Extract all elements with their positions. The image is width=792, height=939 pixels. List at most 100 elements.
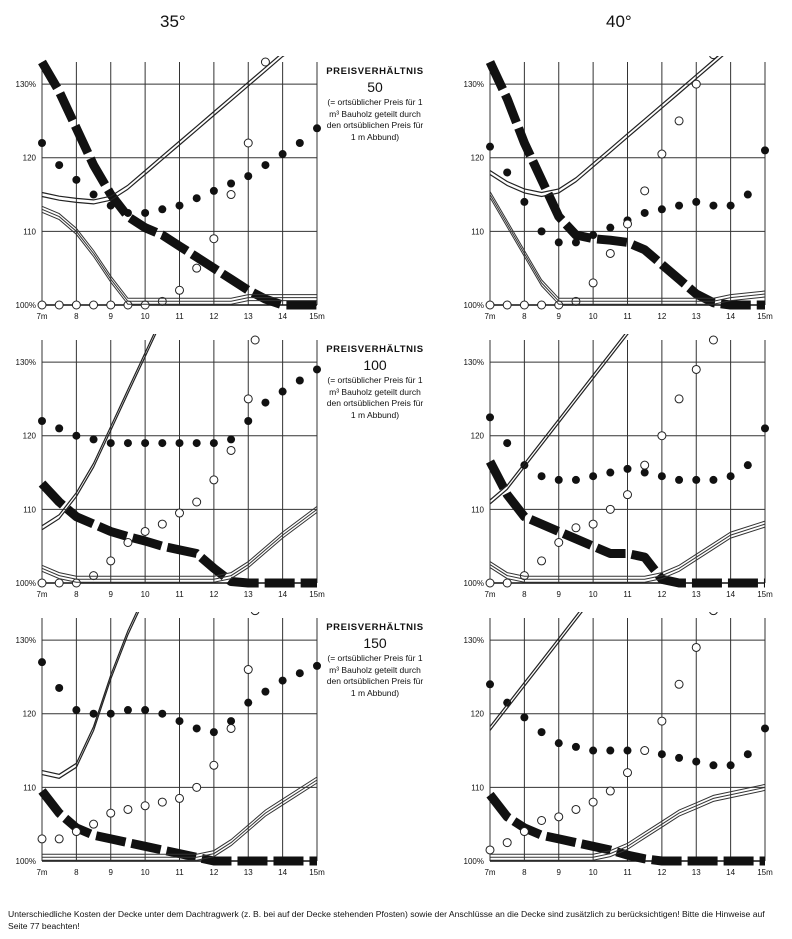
series-line-thick-dashed	[486, 791, 765, 866]
x-tick-label: 11	[175, 312, 184, 321]
price-ratio-description: (= ortsüblicher Preis für 1 m³ Bauholz g…	[326, 653, 424, 698]
footnote-caption: Unterschiedliche Kosten der Decke unter …	[8, 909, 765, 931]
x-tick-label: 9	[109, 312, 114, 321]
data-point-filled	[761, 146, 769, 155]
series-line-triple-0	[41, 505, 318, 577]
series-line-triple-1	[41, 508, 318, 580]
data-point-open	[123, 804, 133, 814]
series-layer	[485, 334, 769, 588]
data-point-open	[537, 816, 547, 825]
data-point-open	[209, 760, 219, 770]
x-tick-label: 7m	[484, 590, 495, 599]
series-line-thick-dashed	[485, 60, 765, 310]
price-ratio-title: PREISVERHÄLTNIS	[326, 344, 424, 355]
data-point-filled	[554, 739, 563, 748]
series-line-triple-0	[489, 191, 766, 299]
data-point-filled	[261, 398, 270, 407]
x-tick-label: 12	[657, 312, 666, 321]
y-tick-label: 120	[23, 154, 37, 163]
x-tick-label: 15m	[757, 590, 773, 599]
y-tick-label: 100%	[464, 301, 484, 310]
y-tick-label: 110	[471, 505, 484, 514]
series-line-double-b	[489, 334, 629, 505]
series-line-double-b	[41, 612, 140, 779]
x-tick-label: 10	[141, 868, 150, 877]
data-point-filled	[743, 750, 752, 759]
data-point-open	[588, 278, 598, 288]
data-point-open	[623, 490, 632, 500]
data-point-filled	[227, 717, 236, 726]
data-point-filled	[313, 124, 321, 133]
data-point-filled	[692, 757, 701, 766]
x-tick-label: 13	[692, 868, 701, 877]
y-tick-label: 130%	[464, 636, 484, 645]
data-point-open	[175, 285, 184, 295]
data-point-filled	[709, 475, 718, 484]
series-line-double-b	[41, 56, 285, 205]
x-tick-label: 15m	[309, 312, 325, 321]
data-point-filled	[520, 713, 529, 722]
data-point-open	[37, 578, 47, 588]
data-point-open	[140, 801, 150, 811]
data-point-open	[106, 300, 116, 310]
y-tick-label: 100%	[464, 579, 484, 588]
data-point-filled	[313, 365, 321, 374]
series-layer	[37, 334, 321, 588]
series-layer	[485, 56, 769, 310]
series-layer	[485, 612, 769, 866]
data-point-open	[71, 300, 81, 310]
x-tick-label: 9	[109, 868, 114, 877]
series-line-thick-dashed	[38, 788, 317, 866]
data-point-filled	[175, 717, 184, 726]
data-point-filled	[313, 661, 321, 670]
x-tick-label: 7m	[36, 868, 47, 877]
data-point-filled	[761, 424, 769, 433]
y-tick-label: 110	[23, 227, 36, 236]
data-point-filled	[55, 161, 64, 170]
price-ratio-title: PREISVERHÄLTNIS	[326, 622, 424, 633]
price-ratio-note-150: PREISVERHÄLTNIS 150 (= ortsüblicher Prei…	[325, 622, 425, 699]
data-point-filled	[537, 472, 546, 481]
x-tick-label: 8	[522, 312, 527, 321]
data-point-open	[691, 364, 701, 374]
data-point-filled	[72, 175, 81, 184]
data-point-filled	[141, 706, 150, 715]
data-point-filled	[192, 724, 201, 733]
data-point-filled	[503, 439, 512, 448]
data-point-filled	[295, 139, 304, 147]
x-tick-label: 11	[623, 590, 632, 599]
data-point-open	[54, 300, 64, 310]
data-point-open	[192, 263, 202, 273]
data-point-open	[485, 845, 495, 855]
data-point-open	[485, 578, 495, 588]
data-point-open	[140, 526, 150, 536]
data-point-filled	[743, 461, 752, 470]
data-point-open	[623, 219, 632, 229]
data-point-filled	[89, 709, 98, 718]
data-point-filled	[761, 724, 769, 733]
y-tick-label: 110	[23, 783, 36, 792]
data-point-filled	[106, 201, 115, 210]
data-point-open	[657, 431, 667, 441]
data-point-open	[674, 116, 684, 126]
data-point-filled	[726, 201, 735, 210]
series-line-thick-dashed	[486, 459, 765, 588]
x-tick-label: 12	[657, 868, 666, 877]
data-point-filled	[726, 761, 735, 770]
x-tick-label: 11	[623, 868, 632, 877]
data-point-filled	[295, 669, 304, 678]
x-tick-label: 8	[74, 312, 79, 321]
data-point-open	[708, 335, 718, 345]
data-point-filled	[209, 439, 218, 448]
data-point-open	[691, 642, 701, 652]
data-point-filled	[209, 728, 218, 737]
series-line-double-a	[489, 56, 720, 194]
y-tick-label: 110	[471, 783, 484, 792]
data-point-open	[192, 782, 202, 792]
data-point-filled	[227, 435, 236, 444]
series-line-thick-dashed	[38, 480, 317, 588]
x-tick-label: 14	[278, 590, 287, 599]
data-point-filled	[486, 413, 494, 422]
data-point-filled	[520, 461, 529, 470]
data-point-filled	[158, 205, 167, 214]
